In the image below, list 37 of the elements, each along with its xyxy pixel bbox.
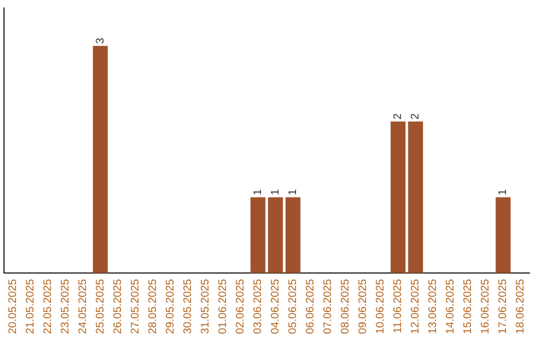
data-label: 3 xyxy=(94,38,106,44)
data-label: 1 xyxy=(269,189,282,196)
data-label: 2 xyxy=(410,113,422,120)
x-tick-label: 07.06.2025 xyxy=(322,278,334,334)
x-tick-label: 01.06.2025 xyxy=(216,278,229,334)
x-tick-label: 06.06.2025 xyxy=(304,278,317,334)
data-label: 1 xyxy=(497,189,510,196)
x-tick-label: 10.06.2025 xyxy=(374,278,387,334)
data-label: 1 xyxy=(252,189,264,196)
x-tick-label: 14.06.2025 xyxy=(444,278,457,334)
x-tick-label: 23.05.2025 xyxy=(59,278,72,334)
x-tick-label: 18.06.2025 xyxy=(514,278,527,334)
x-tick-label: 21.05.2025 xyxy=(24,278,36,334)
x-tick-label: 31.05.2025 xyxy=(199,278,212,334)
x-tick-label: 26.05.2025 xyxy=(112,278,124,334)
x-tick-label: 25.05.2025 xyxy=(94,278,106,334)
data-label: 2 xyxy=(392,113,404,120)
data-label: 1 xyxy=(286,189,299,196)
x-tick-label: 24.05.2025 xyxy=(76,278,89,334)
x-tick-label: 09.06.2025 xyxy=(357,278,370,334)
x-tick-label: 16.06.2025 xyxy=(480,278,492,334)
x-tick-label: 20.05.2025 xyxy=(6,278,19,334)
x-tick-label: 28.05.2025 xyxy=(146,278,159,334)
x-tick-label: 27.05.2025 xyxy=(129,278,142,334)
x-tick-label: 03.06.2025 xyxy=(252,278,264,334)
x-tick-label: 02.06.2025 xyxy=(234,278,246,334)
x-tick-label: 04.06.2025 xyxy=(269,278,282,334)
x-tick-label: 22.05.2025 xyxy=(42,278,54,334)
x-tick-label: 12.06.2025 xyxy=(410,278,422,334)
x-tick-label: 29.05.2025 xyxy=(164,278,176,334)
x-tick-label: 11.06.2025 xyxy=(392,278,404,334)
x-tick-label: 08.06.2025 xyxy=(340,278,352,334)
x-tick-label: 13.06.2025 xyxy=(427,278,440,334)
x-tick-label: 30.05.2025 xyxy=(182,278,194,334)
x-tick-label: 17.06.2025 xyxy=(497,278,510,334)
x-tick-label: 05.06.2025 xyxy=(286,278,299,334)
x-tick-label: 15.06.2025 xyxy=(462,278,474,334)
